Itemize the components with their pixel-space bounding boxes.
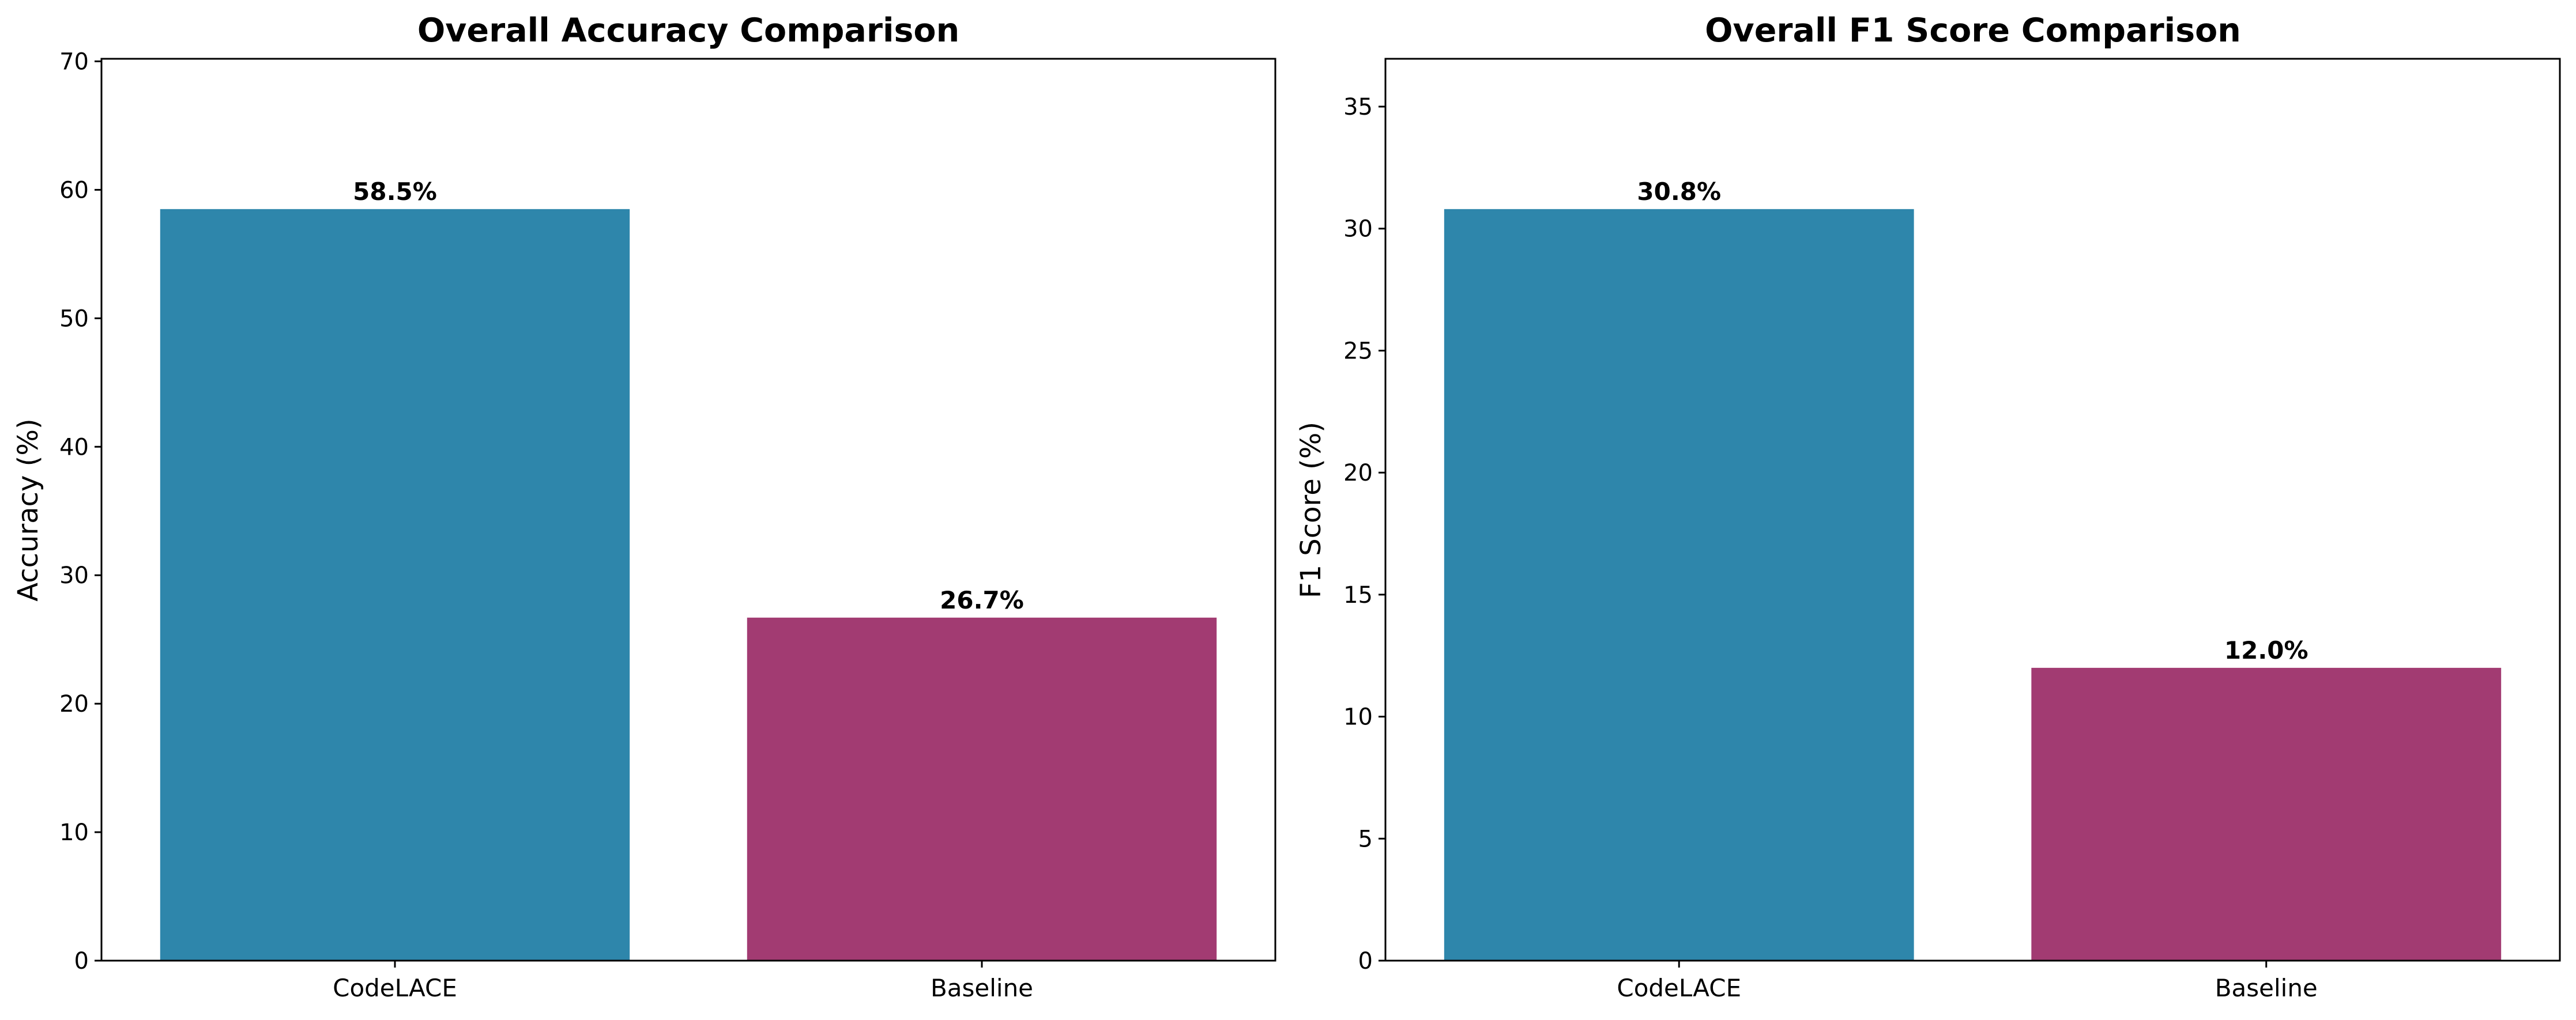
f1-x-tick-label: CodeLACE [1617, 974, 1741, 1002]
f1-chart: Overall F1 Score Comparison F1 Score (%)… [1295, 12, 2561, 1002]
accuracy-axes-frame [100, 58, 1276, 962]
accuracy-x-tick-label: CodeLACE [333, 974, 457, 1002]
f1-y-tick-label: 25 [1343, 338, 1373, 364]
f1-value-label-codelace: 30.8% [1637, 177, 1721, 206]
f1-x-tick-label: Baseline [2215, 974, 2318, 1002]
accuracy-y-tick-label: 0 [74, 948, 89, 974]
accuracy-y-tick-label: 10 [59, 819, 89, 846]
f1-y-tick-label: 35 [1343, 94, 1373, 120]
accuracy-plot-area: 58.5% CodeLACE 26.7% Baseline 0 10 20 30 40 50 60 7… [59, 48, 1276, 1002]
f1-bar-baseline [2031, 667, 2502, 961]
accuracy-bar-baseline [747, 617, 1217, 961]
f1-y-tick-label: 30 [1343, 216, 1373, 243]
accuracy-value-label-baseline: 26.7% [940, 586, 1024, 614]
accuracy-chart-title: Overall Accuracy Comparison [417, 12, 959, 50]
f1-axes-frame [1384, 58, 2561, 962]
f1-y-tick-label: 15 [1343, 582, 1373, 609]
f1-y-tick-label: 5 [1358, 826, 1373, 852]
accuracy-y-tick-label: 20 [59, 691, 89, 717]
accuracy-chart: Overall Accuracy Comparison Accuracy (%)… [12, 12, 1276, 1002]
accuracy-bar-codelace [160, 209, 630, 961]
accuracy-y-tick-label: 70 [59, 48, 89, 75]
f1-y-tick-label: 0 [1358, 948, 1373, 974]
f1-y-tick-label: 20 [1343, 460, 1373, 486]
accuracy-y-tick-label: 60 [59, 177, 89, 203]
f1-bar-codelace [1444, 209, 1914, 961]
f1-plot-area: 30.8% CodeLACE 12.0% Baseline 0 5 10 15 20 25 30 35 [1343, 58, 2561, 1002]
accuracy-y-tick-label: 50 [59, 305, 89, 332]
accuracy-y-tick-label: 30 [59, 562, 89, 589]
f1-y-tick-label: 10 [1343, 704, 1373, 731]
accuracy-value-label-codelace: 58.5% [353, 177, 437, 206]
f1-value-label-baseline: 12.0% [2224, 636, 2308, 664]
accuracy-x-tick-label: Baseline [931, 974, 1033, 1002]
f1-y-axis-label: F1 Score (%) [1295, 422, 1327, 598]
accuracy-y-tick-label: 40 [59, 434, 89, 460]
accuracy-y-axis-label: Accuracy (%) [12, 418, 44, 601]
f1-chart-title: Overall F1 Score Comparison [1705, 12, 2241, 50]
